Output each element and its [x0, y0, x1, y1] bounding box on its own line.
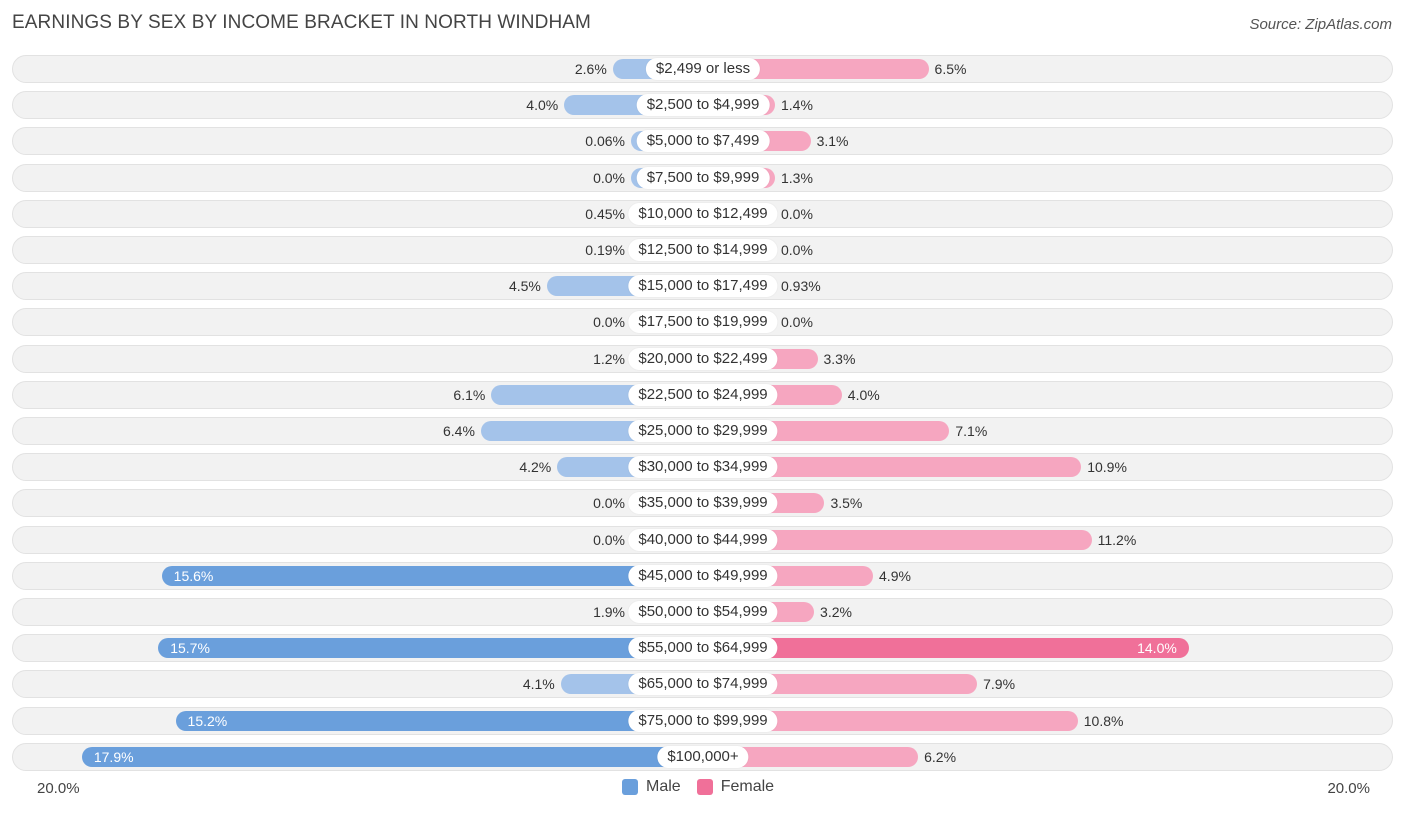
value-label-female: 4.0% [847, 387, 880, 403]
value-label-male: 1.9% [593, 604, 625, 620]
value-label-male: 4.5% [508, 278, 541, 294]
value-label-male: 0.06% [585, 133, 625, 149]
category-label: $40,000 to $44,999 [628, 529, 778, 551]
value-label-female: 7.1% [955, 423, 988, 439]
category-label: $17,500 to $19,999 [628, 311, 778, 333]
value-label-female: 6.5% [934, 61, 967, 77]
bar-male[interactable] [81, 747, 703, 767]
value-label-male: 2.6% [574, 61, 607, 77]
value-label-female: 10.9% [1087, 459, 1127, 475]
category-label: $7,500 to $9,999 [636, 167, 770, 189]
value-label-female: 0.93% [781, 278, 821, 294]
value-label-male: 17.9% [93, 749, 134, 765]
bar-male[interactable] [175, 711, 703, 731]
category-label: $25,000 to $29,999 [628, 420, 778, 442]
legend: Male Female [622, 778, 790, 796]
category-label: $22,500 to $24,999 [628, 384, 778, 406]
bar-female[interactable] [703, 747, 919, 767]
value-label-female: 3.5% [830, 495, 863, 511]
value-label-male: 15.6% [173, 568, 214, 584]
category-label: $30,000 to $34,999 [628, 456, 778, 478]
value-label-female: 14.0% [1137, 640, 1177, 656]
value-label-male: 0.0% [593, 495, 625, 511]
value-label-female: 0.0% [781, 314, 813, 330]
value-label-female: 3.2% [820, 604, 852, 620]
axis-left-label: 20.0% [37, 780, 80, 797]
bar-male[interactable] [161, 566, 703, 586]
value-label-female: 6.2% [924, 749, 957, 765]
value-label-female: 4.9% [879, 568, 911, 584]
value-label-male: 15.7% [170, 640, 210, 656]
legend-item-female[interactable]: Female [696, 778, 775, 796]
category-label: $15,000 to $17,499 [628, 275, 778, 297]
category-label: $55,000 to $64,999 [628, 637, 778, 659]
value-label-male: 0.0% [593, 314, 625, 330]
category-label: $50,000 to $54,999 [628, 601, 778, 623]
value-label-female: 7.9% [983, 676, 1016, 692]
value-label-female: 11.2% [1097, 532, 1137, 548]
category-label: $2,500 to $4,999 [636, 94, 770, 116]
category-label: $75,000 to $99,999 [628, 710, 778, 732]
value-label-male: 15.2% [187, 713, 228, 729]
bar-female[interactable] [703, 638, 1189, 658]
value-label-female: 1.3% [781, 170, 813, 186]
value-label-female: 10.8% [1083, 713, 1124, 729]
legend-label-male: Male [646, 778, 681, 795]
value-label-female: 0.0% [781, 206, 813, 222]
value-label-female: 3.1% [816, 133, 849, 149]
category-label: $5,000 to $7,499 [636, 130, 770, 152]
bar-female[interactable] [703, 457, 1082, 477]
bar-female[interactable] [703, 711, 1078, 731]
legend-label-female: Female [720, 778, 775, 795]
value-label-male: 4.1% [522, 676, 555, 692]
chart-source: Source: ZipAtlas.com [1249, 16, 1392, 33]
value-label-male: 6.4% [443, 423, 475, 439]
chart-title: EARNINGS BY SEX BY INCOME BRACKET IN NOR… [12, 12, 591, 33]
legend-item-male[interactable]: Male [622, 778, 681, 796]
legend-swatch-female [696, 779, 713, 795]
value-label-male: 4.2% [519, 459, 552, 475]
category-label: $45,000 to $49,999 [628, 565, 778, 587]
value-label-male: 0.45% [585, 206, 625, 222]
category-label: $2,499 or less [645, 58, 761, 80]
category-label: $12,500 to $14,999 [628, 239, 778, 261]
value-label-male: 6.1% [453, 387, 486, 403]
value-label-male: 0.19% [585, 242, 625, 258]
category-label: $65,000 to $74,999 [628, 673, 778, 695]
value-label-female: 1.4% [781, 97, 813, 113]
value-label-female: 0.0% [781, 242, 813, 258]
value-label-male: 4.0% [526, 97, 559, 113]
category-label: $100,000+ [657, 746, 749, 768]
axis-right-label: 20.0% [1327, 780, 1370, 797]
bar-female[interactable] [703, 530, 1092, 550]
value-label-female: 3.3% [823, 351, 856, 367]
bar-male[interactable] [158, 638, 703, 658]
category-label: $10,000 to $12,499 [628, 203, 778, 225]
category-label: $20,000 to $22,499 [628, 348, 778, 370]
value-label-male: 0.0% [593, 170, 625, 186]
value-label-male: 1.2% [593, 351, 625, 367]
category-label: $35,000 to $39,999 [628, 492, 778, 514]
legend-swatch-male [622, 779, 638, 795]
bar-female[interactable] [703, 59, 929, 79]
value-label-male: 0.0% [593, 532, 625, 548]
